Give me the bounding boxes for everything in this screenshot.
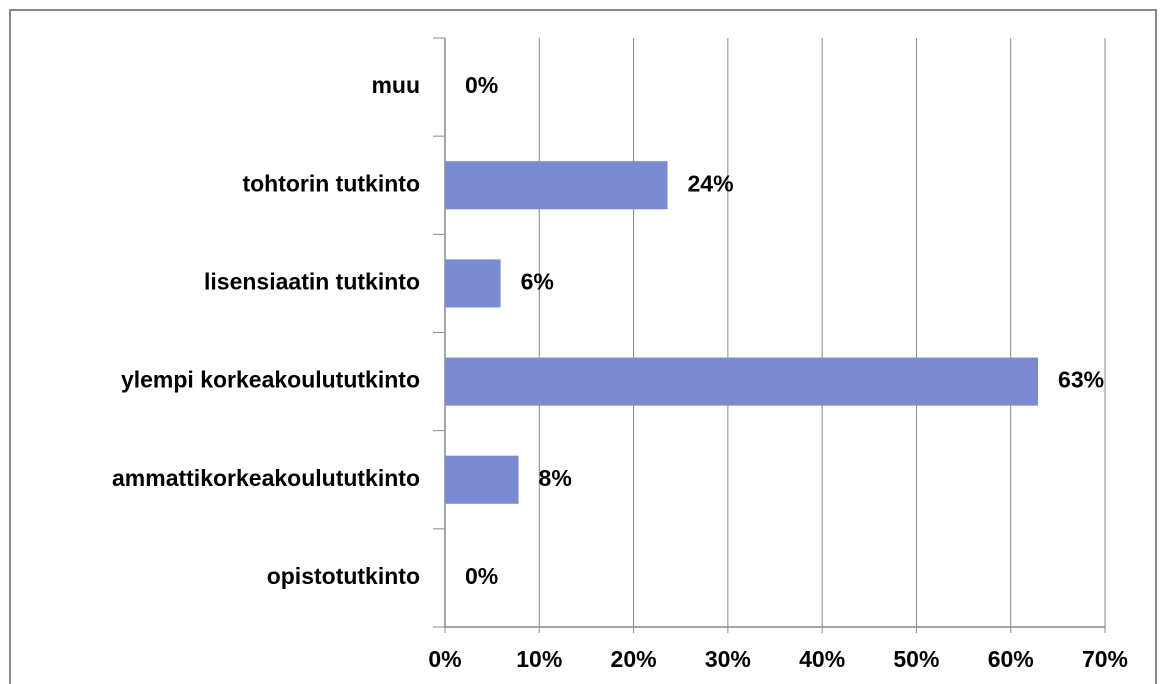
value-label: 0%: [465, 563, 498, 589]
y-tick-label: tohtorin tutkinto: [242, 170, 420, 196]
bar: [445, 455, 519, 504]
x-tick-label: 50%: [893, 646, 939, 672]
value-label: 24%: [688, 170, 734, 196]
x-tick-label: 30%: [705, 646, 751, 672]
x-tick-label: 60%: [988, 646, 1034, 672]
y-tick-label: lisensiaatin tutkinto: [204, 268, 420, 294]
bar: [445, 259, 501, 308]
value-label: 0%: [465, 72, 498, 98]
y-tick-label: opistotutkinto: [267, 563, 420, 589]
bar: [445, 161, 668, 210]
x-tick-label: 10%: [516, 646, 562, 672]
value-label: 63%: [1058, 367, 1104, 393]
y-tick-label: ylempi korkeakoulututkinto: [121, 367, 420, 393]
x-tick-label: 20%: [611, 646, 657, 672]
y-tick-label: muu: [371, 72, 420, 98]
x-tick-label: 70%: [1082, 646, 1128, 672]
chart-frame: [9, 9, 1157, 684]
value-label: 8%: [539, 465, 572, 491]
y-tick-label: ammattikorkeakoulututkinto: [112, 465, 420, 491]
x-tick-label: 0%: [428, 646, 461, 672]
value-label: 6%: [521, 268, 554, 294]
x-tick-label: 40%: [799, 646, 845, 672]
bar: [445, 357, 1039, 406]
